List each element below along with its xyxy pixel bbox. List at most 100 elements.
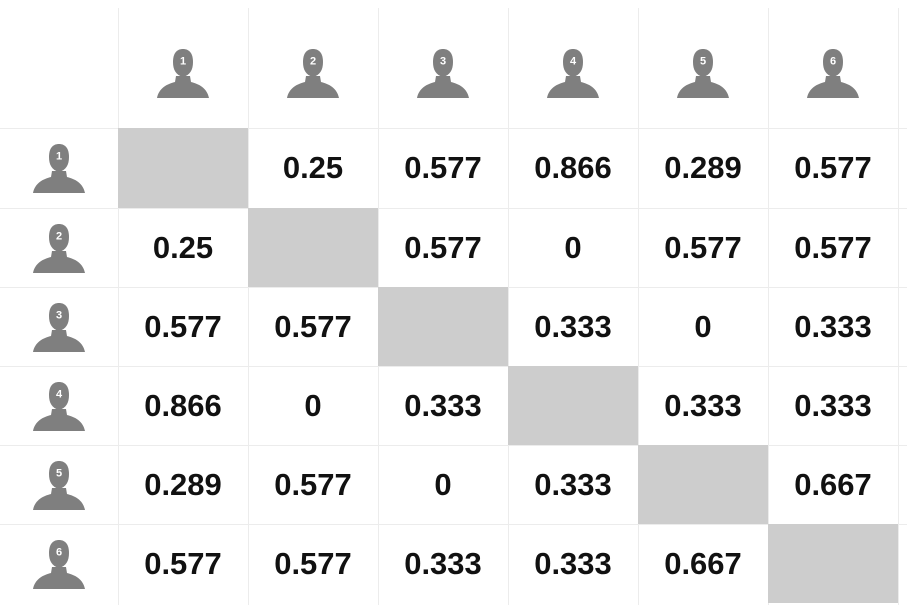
similarity-value: 0.333 — [534, 308, 612, 344]
grid-line-horizontal — [0, 524, 907, 525]
similarity-cell: 0.289 — [118, 445, 248, 524]
similarity-cell: 0.577 — [638, 208, 768, 287]
similarity-cell: 0.333 — [508, 445, 638, 524]
similarity-value: 0 — [694, 308, 712, 344]
similarity-value: 0.333 — [794, 387, 872, 423]
diagonal-cell — [248, 208, 378, 287]
similarity-cell: 0 — [638, 287, 768, 366]
svg-text:6: 6 — [56, 546, 62, 558]
similarity-value: 0.667 — [794, 466, 872, 502]
similarity-cell: 0.333 — [378, 524, 508, 603]
similarity-cell: 0.333 — [638, 366, 768, 445]
similarity-cell: 0.577 — [118, 287, 248, 366]
similarity-cell: 0.866 — [508, 128, 638, 208]
grid-line-horizontal — [0, 208, 907, 209]
svg-text:2: 2 — [310, 56, 316, 68]
row-header-user-3-icon: 3 — [0, 287, 118, 366]
similarity-value: 0.25 — [282, 150, 344, 185]
similarity-cell: 0 — [248, 366, 378, 445]
similarity-value: 0.25 — [152, 229, 214, 265]
grid-line-vertical — [768, 8, 769, 605]
similarity-value: 0.289 — [664, 150, 742, 185]
similarity-cell: 0.25 — [248, 128, 378, 208]
svg-text:6: 6 — [830, 56, 836, 68]
similarity-cell: 0.577 — [248, 524, 378, 603]
similarity-cell: 0.667 — [768, 445, 898, 524]
similarity-value: 0 — [434, 466, 452, 502]
row-header-user-2-icon: 2 — [0, 208, 118, 287]
column-header-user-1-icon: 1 — [118, 18, 248, 128]
similarity-cell: 0.333 — [768, 366, 898, 445]
similarity-value: 0.667 — [664, 545, 742, 581]
similarity-value: 0.866 — [534, 150, 612, 185]
similarity-value: 0.577 — [794, 150, 872, 185]
grid-line-vertical — [508, 8, 509, 605]
row-header-user-5-icon: 5 — [0, 445, 118, 524]
similarity-value: 0.333 — [404, 545, 482, 581]
similarity-value: 0.577 — [664, 229, 742, 265]
similarity-cell: 0.333 — [378, 366, 508, 445]
similarity-value: 0.866 — [144, 387, 222, 423]
similarity-value: 0.333 — [534, 466, 612, 502]
similarity-cell: 0.577 — [768, 128, 898, 208]
similarity-cell: 0.333 — [508, 287, 638, 366]
row-header-user-6-icon: 6 — [0, 524, 118, 603]
similarity-value: 0.333 — [664, 387, 742, 423]
svg-text:3: 3 — [56, 309, 62, 321]
similarity-value: 0.577 — [144, 545, 222, 581]
svg-text:5: 5 — [700, 56, 706, 68]
similarity-value: 0.577 — [274, 466, 352, 502]
column-header-user-6-icon: 6 — [768, 18, 898, 128]
similarity-value: 0.577 — [794, 229, 872, 265]
row-header-user-1-icon: 1 — [0, 128, 118, 208]
diagonal-cell — [508, 366, 638, 445]
similarity-cell: 0.577 — [248, 445, 378, 524]
grid-line-horizontal — [0, 445, 907, 446]
similarity-cell: 0.25 — [118, 208, 248, 287]
row-header-user-4-icon: 4 — [0, 366, 118, 445]
similarity-value: 0.577 — [274, 308, 352, 344]
column-header-user-4-icon: 4 — [508, 18, 638, 128]
diagonal-cell — [768, 524, 898, 603]
similarity-cell: 0 — [508, 208, 638, 287]
grid-line-vertical — [118, 8, 119, 605]
svg-text:1: 1 — [180, 56, 186, 68]
similarity-cell: 0.333 — [508, 524, 638, 603]
similarity-cell: 0.577 — [768, 208, 898, 287]
similarity-cell: 0.577 — [248, 287, 378, 366]
svg-text:3: 3 — [440, 56, 446, 68]
similarity-value: 0.333 — [534, 545, 612, 581]
column-header-user-3-icon: 3 — [378, 18, 508, 128]
similarity-value: 0.289 — [144, 466, 222, 502]
similarity-cell: 0.866 — [118, 366, 248, 445]
grid-line-vertical — [248, 8, 249, 605]
svg-text:5: 5 — [56, 467, 62, 479]
grid-line-vertical — [638, 8, 639, 605]
similarity-value: 0.577 — [144, 308, 222, 344]
similarity-cell: 0.667 — [638, 524, 768, 603]
similarity-cell: 0.577 — [118, 524, 248, 603]
grid-line-vertical — [898, 8, 899, 605]
similarity-value: 0.577 — [274, 545, 352, 581]
similarity-cell: 0.577 — [378, 128, 508, 208]
svg-text:4: 4 — [570, 56, 577, 68]
column-header-user-5-icon: 5 — [638, 18, 768, 128]
similarity-value: 0 — [564, 229, 582, 265]
similarity-value: 0 — [304, 387, 322, 423]
similarity-value: 0.577 — [404, 229, 482, 265]
svg-text:1: 1 — [56, 151, 62, 163]
column-header-user-2-icon: 2 — [248, 18, 378, 128]
grid-line-horizontal — [0, 366, 907, 367]
similarity-cell: 0.333 — [768, 287, 898, 366]
svg-text:4: 4 — [56, 388, 63, 400]
similarity-cell: 0 — [378, 445, 508, 524]
diagonal-cell — [638, 445, 768, 524]
similarity-cell: 0.289 — [638, 128, 768, 208]
similarity-value: 0.333 — [404, 387, 482, 423]
grid-line-horizontal — [0, 128, 907, 129]
diagonal-cell — [378, 287, 508, 366]
similarity-value: 0.577 — [404, 150, 482, 185]
similarity-value: 0.333 — [794, 308, 872, 344]
similarity-cell: 0.577 — [378, 208, 508, 287]
